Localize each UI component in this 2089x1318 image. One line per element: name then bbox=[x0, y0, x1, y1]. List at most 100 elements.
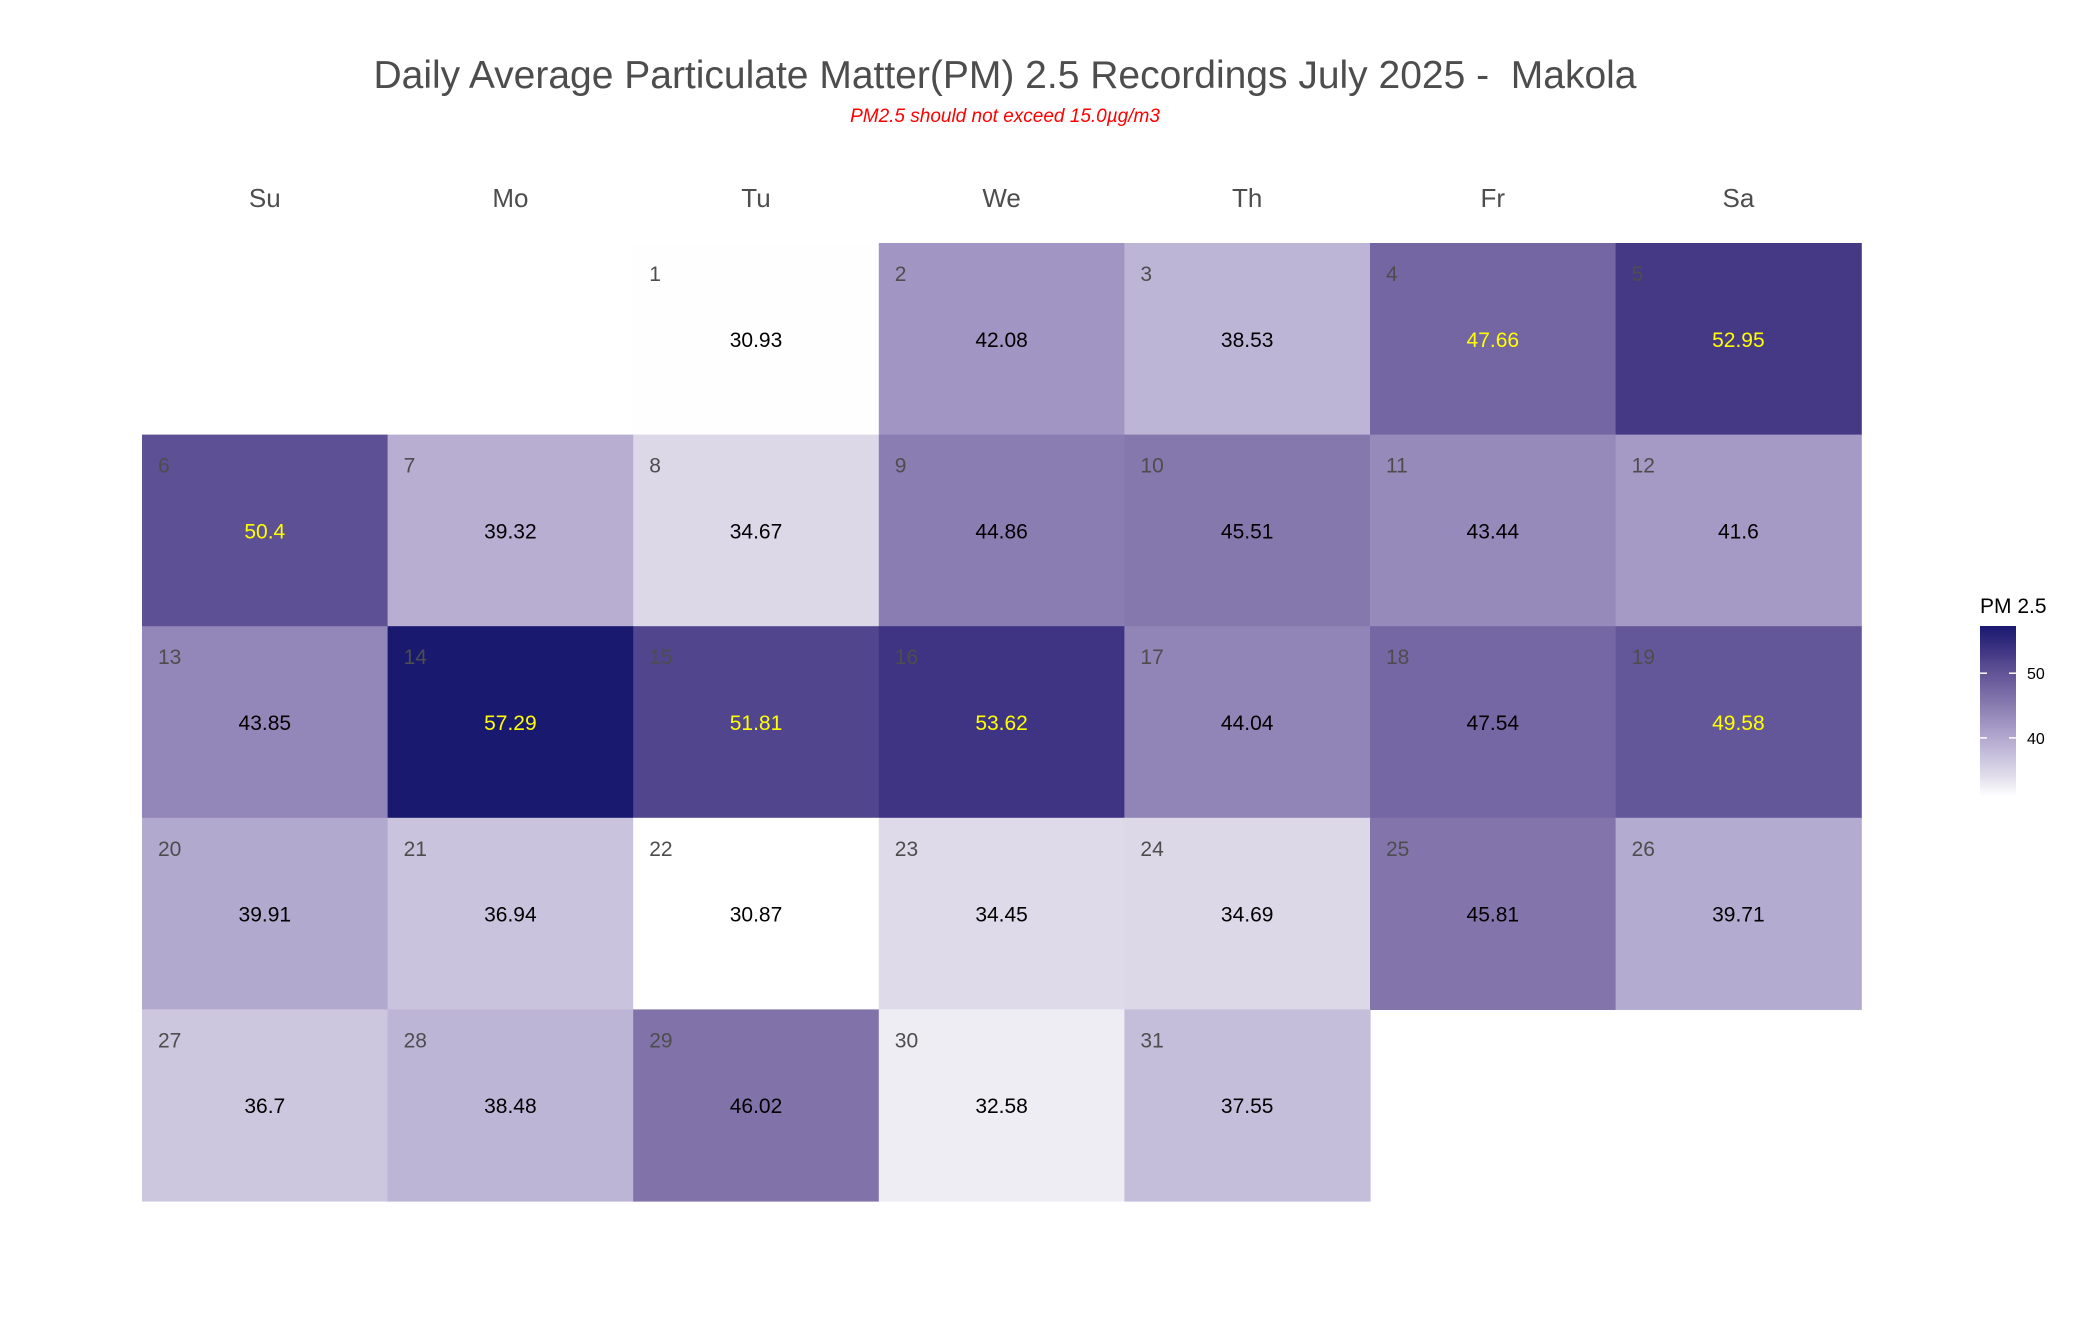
weekday-header-mo: Mo bbox=[492, 183, 528, 213]
day-number: 28 bbox=[404, 1029, 427, 1052]
legend-colorbar bbox=[1980, 626, 2016, 797]
value-label: 39.91 bbox=[239, 904, 292, 927]
calendar-cell-6: 650.4 bbox=[142, 434, 389, 627]
day-number: 11 bbox=[1386, 455, 1408, 478]
weekday-header-tu: Tu bbox=[741, 183, 770, 213]
calendar-cell-15: 15 51.81 bbox=[633, 626, 880, 819]
weekday-headers: Su Mo Tu We Th Fr Sa bbox=[249, 183, 1755, 213]
day-number: 12 bbox=[1632, 455, 1655, 478]
calendar-cell-11: 11 43.44 bbox=[1370, 434, 1617, 627]
calendar-cell-26: 26 39.71 bbox=[1615, 817, 1862, 1010]
value-label: 41.6 bbox=[1718, 520, 1759, 543]
calendar-cell-4: 447.66 bbox=[1370, 243, 1617, 436]
calendar-cell-18: 18 47.54 bbox=[1370, 626, 1617, 819]
value-label: 36.7 bbox=[244, 1095, 285, 1118]
day-number: 27 bbox=[158, 1029, 181, 1052]
value-label: 45.51 bbox=[1221, 520, 1274, 543]
day-number: 3 bbox=[1140, 263, 1152, 286]
calendar-cell-16: 16 53.62 bbox=[878, 626, 1125, 819]
chart-title: Daily Average Particulate Matter(PM) 2.5… bbox=[373, 54, 1636, 97]
value-label: 43.85 bbox=[239, 712, 292, 735]
cell-fill bbox=[878, 434, 1125, 627]
cell-fill bbox=[1370, 817, 1617, 1010]
day-number: 18 bbox=[1386, 646, 1409, 669]
cell-fill bbox=[1370, 243, 1617, 436]
calendar-cell-30: 30 32.58 bbox=[878, 1009, 1125, 1202]
value-label: 46.02 bbox=[730, 1095, 783, 1118]
value-label: 50.4 bbox=[244, 520, 285, 543]
value-label: 57.29 bbox=[484, 712, 537, 735]
cell-fill bbox=[633, 817, 880, 1010]
calendar-cell-10: 10 45.51 bbox=[1124, 434, 1371, 627]
legend-tick-label: 40 bbox=[2027, 731, 2045, 748]
cell-fill bbox=[1615, 243, 1862, 436]
calendar-cell-25: 25 45.81 bbox=[1370, 817, 1617, 1010]
day-number: 5 bbox=[1632, 263, 1644, 286]
day-number: 26 bbox=[1632, 838, 1655, 861]
day-number: 9 bbox=[895, 455, 907, 478]
day-number: 20 bbox=[158, 838, 181, 861]
cell-fill bbox=[633, 1009, 880, 1202]
value-label: 38.48 bbox=[484, 1095, 537, 1118]
cell-fill bbox=[878, 243, 1125, 436]
value-label: 39.71 bbox=[1712, 904, 1765, 927]
calendar-cell-8: 834.67 bbox=[633, 434, 880, 627]
day-number: 6 bbox=[158, 455, 170, 478]
value-label: 43.44 bbox=[1467, 520, 1520, 543]
calendar-cell-17: 17 44.04 bbox=[1124, 626, 1371, 819]
day-number: 16 bbox=[895, 646, 918, 669]
day-number: 2 bbox=[895, 263, 907, 286]
day-number: 14 bbox=[404, 646, 428, 669]
day-number: 30 bbox=[895, 1029, 918, 1052]
day-number: 24 bbox=[1140, 838, 1164, 861]
cell-fill bbox=[1124, 434, 1371, 627]
cell-fill bbox=[1615, 626, 1862, 819]
day-number: 31 bbox=[1140, 1029, 1163, 1052]
cell-fill bbox=[142, 434, 389, 627]
value-label: 47.66 bbox=[1467, 329, 1520, 352]
value-label: 34.67 bbox=[730, 520, 783, 543]
cell-fill bbox=[1124, 817, 1371, 1010]
day-number: 13 bbox=[158, 646, 181, 669]
cell-fill bbox=[1370, 626, 1617, 819]
day-number: 4 bbox=[1386, 263, 1398, 286]
legend: PM 2.5 40 50 bbox=[1980, 595, 2047, 797]
day-number: 23 bbox=[895, 838, 918, 861]
cell-fill bbox=[387, 626, 634, 819]
cell-fill bbox=[1615, 434, 1862, 627]
chart-subtitle: PM2.5 should not exceed 15.0µg/m3 bbox=[850, 106, 1160, 127]
calendar-cell-31: 31 37.55 bbox=[1124, 1009, 1371, 1202]
cell-fill bbox=[387, 817, 634, 1010]
cell-fill bbox=[878, 817, 1125, 1010]
value-label: 36.94 bbox=[484, 904, 537, 927]
calendar-cell-9: 944.86 bbox=[878, 434, 1125, 627]
calendar-cell-14: 14 57.29 bbox=[387, 626, 634, 819]
day-number: 7 bbox=[404, 455, 416, 478]
value-label: 37.55 bbox=[1221, 1095, 1274, 1118]
day-number: 19 bbox=[1632, 646, 1655, 669]
day-number: 21 bbox=[404, 838, 427, 861]
value-label: 51.81 bbox=[730, 712, 783, 735]
value-label: 30.93 bbox=[730, 329, 783, 352]
day-number: 25 bbox=[1386, 838, 1409, 861]
cell-fill bbox=[878, 626, 1125, 819]
value-label: 42.08 bbox=[975, 329, 1028, 352]
value-label: 47.54 bbox=[1467, 712, 1520, 735]
calendar-cell-7: 739.32 bbox=[387, 434, 634, 627]
day-number: 1 bbox=[649, 263, 661, 286]
day-number: 17 bbox=[1140, 646, 1163, 669]
legend-title: PM 2.5 bbox=[1980, 595, 2047, 618]
value-label: 44.04 bbox=[1221, 712, 1274, 735]
calendar-cell-28: 28 38.48 bbox=[387, 1009, 634, 1202]
value-label: 52.95 bbox=[1712, 329, 1765, 352]
cell-fill bbox=[387, 1009, 634, 1202]
cell-fill bbox=[633, 626, 880, 819]
cell-fill bbox=[1370, 434, 1617, 627]
cell-fill bbox=[387, 434, 634, 627]
calendar-cell-24: 24 34.69 bbox=[1124, 817, 1371, 1010]
calendar-cells: 130.93242.08338.53447.66552.95650.4739.3… bbox=[142, 243, 1862, 1202]
day-number: 29 bbox=[649, 1029, 672, 1052]
calendar-cell-22: 22 30.87 bbox=[633, 817, 880, 1010]
value-label: 53.62 bbox=[975, 712, 1028, 735]
